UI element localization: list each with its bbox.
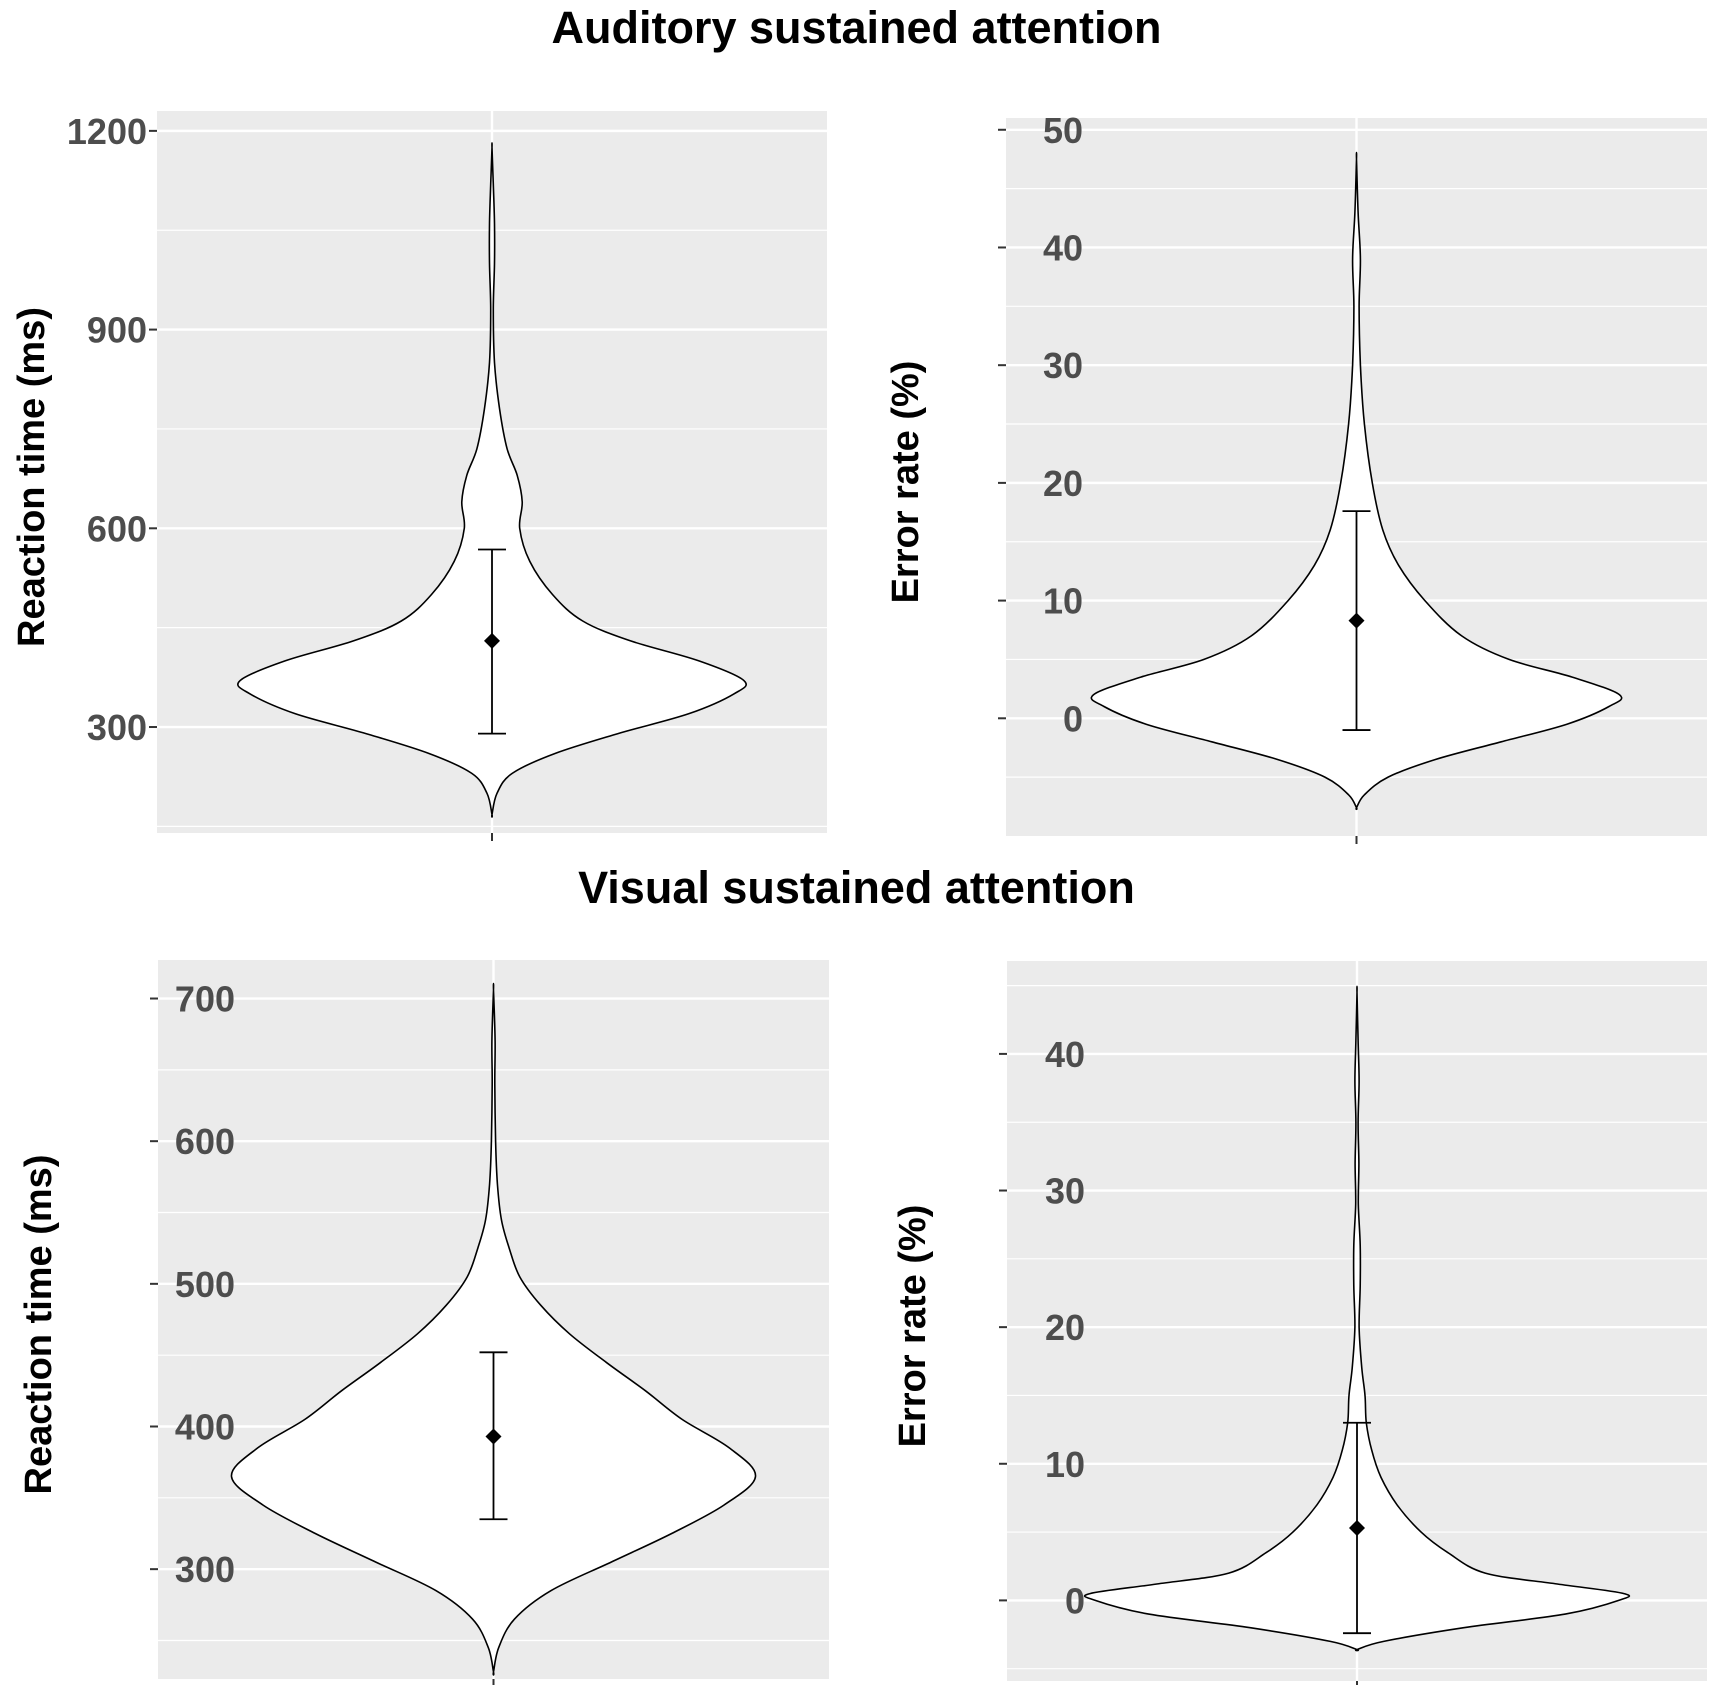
mean-point [484,632,500,649]
y-tick-label: 50 [1043,110,1083,151]
mean-point [1349,1519,1365,1536]
y-tick-label: 400 [175,1406,235,1447]
chart-panel-3: 300 400 500 600 700 Reaction time (ms) [18,960,829,1685]
y-tick-label: 0 [1065,1580,1085,1621]
section-title-visual: Visual sustained attention [578,862,1135,913]
y-tick-label: 40 [1045,1034,1085,1075]
y-axis-title: Error rate (%) [885,361,927,604]
y-axis-title: Reaction time (ms) [18,1155,60,1495]
y-tick-label: 300 [175,1549,235,1590]
y-tick-label: 30 [1043,345,1083,386]
violin-shape [1090,151,1623,811]
y-tick-label: 1200 [67,111,147,152]
y-tick-label: 600 [87,508,147,549]
y-tick-label: 300 [87,707,147,748]
section-title-auditory: Auditory sustained attention [551,2,1162,53]
y-tick-label: 600 [175,1121,235,1162]
y-axis-title: Error rate (%) [892,1205,934,1448]
y-tick-label: 40 [1043,227,1083,268]
chart-panel-4: 0 10 20 30 40 Error rate (%) [892,961,1707,1685]
mean-point [1348,612,1365,629]
violin-shape [1083,985,1631,1652]
y-tick-label: 20 [1043,463,1083,504]
chart-panel-2: 0 10 20 30 40 50 Error rate (%) [885,110,1707,844]
y-tick-label: 500 [175,1264,235,1305]
y-tick-label: 900 [87,310,147,351]
y-tick-label: 10 [1043,581,1083,622]
violin-shape [230,982,757,1676]
y-tick-label: 30 [1045,1171,1085,1212]
y-tick-label: 10 [1045,1444,1085,1485]
violin-shape [237,142,747,818]
y-tick-label: 0 [1063,698,1083,739]
y-tick-label: 700 [175,979,235,1020]
y-axis-title: Reaction time (ms) [11,307,53,647]
chart-panel-1: 300 600 900 1200 Reaction time (ms) [11,111,827,841]
mean-point [485,1428,502,1445]
y-tick-label: 20 [1045,1307,1085,1348]
